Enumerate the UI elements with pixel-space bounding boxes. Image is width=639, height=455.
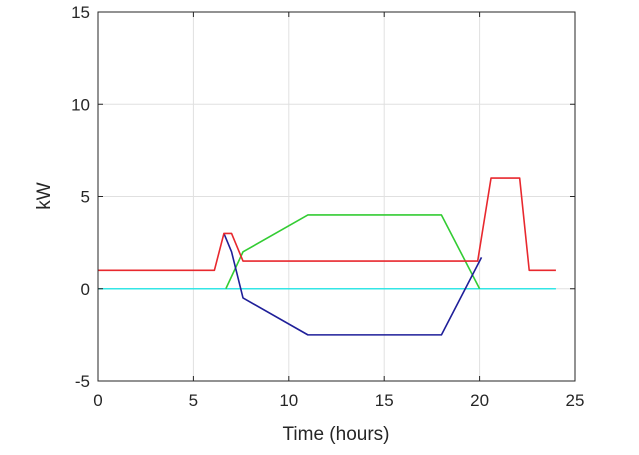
- x-tick-label: 5: [189, 391, 198, 410]
- series-line-3: [223, 233, 483, 336]
- x-tick-label: 20: [470, 391, 489, 410]
- y-tick-label: -5: [75, 372, 90, 391]
- series-line-2: [225, 214, 481, 290]
- x-axis-label: Time (hours): [283, 424, 390, 445]
- x-tick-label: 15: [375, 391, 394, 410]
- y-axis-label: kW: [34, 182, 55, 210]
- series-layer: [98, 177, 556, 336]
- x-tick-label: 0: [93, 391, 102, 410]
- grid: [98, 12, 575, 381]
- y-tick-label: 5: [81, 188, 90, 207]
- y-tick-label: 15: [71, 3, 90, 22]
- series-line-1: [98, 177, 556, 272]
- y-tick-label: 0: [81, 280, 90, 299]
- x-tick-label: 10: [279, 391, 298, 410]
- x-tick-label: 25: [566, 391, 585, 410]
- y-tick-label: 10: [71, 95, 90, 114]
